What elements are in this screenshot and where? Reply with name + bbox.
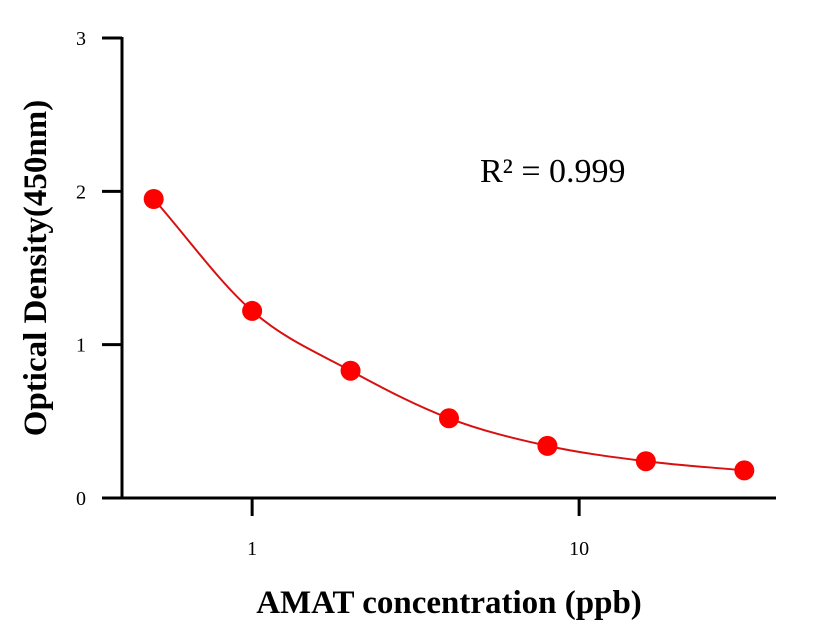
x-axis-title: AMAT concentration (ppb) xyxy=(256,585,642,621)
y-tick-label: 0 xyxy=(76,488,86,510)
r-squared-annotation: R² = 0.999 xyxy=(480,153,626,190)
data-point xyxy=(439,408,459,429)
data-point xyxy=(340,360,361,381)
data-points xyxy=(143,189,755,481)
data-point xyxy=(242,300,263,321)
y-tick-label: 3 xyxy=(76,28,86,50)
axes: 0 1 2 3 1 10 xyxy=(76,28,776,560)
x-tick-label: 10 xyxy=(569,538,589,560)
data-point xyxy=(635,451,656,472)
data-point xyxy=(143,189,164,209)
y-tick-label: 2 xyxy=(76,181,86,203)
y-axis-title: Optical Density(450nm) xyxy=(18,100,54,436)
fit-curve-group xyxy=(152,198,745,472)
data-point xyxy=(734,460,755,481)
fit-curve xyxy=(152,198,745,472)
data-point xyxy=(537,435,558,456)
x-tick-label: 1 xyxy=(247,538,257,560)
y-tick-label: 1 xyxy=(76,335,86,357)
